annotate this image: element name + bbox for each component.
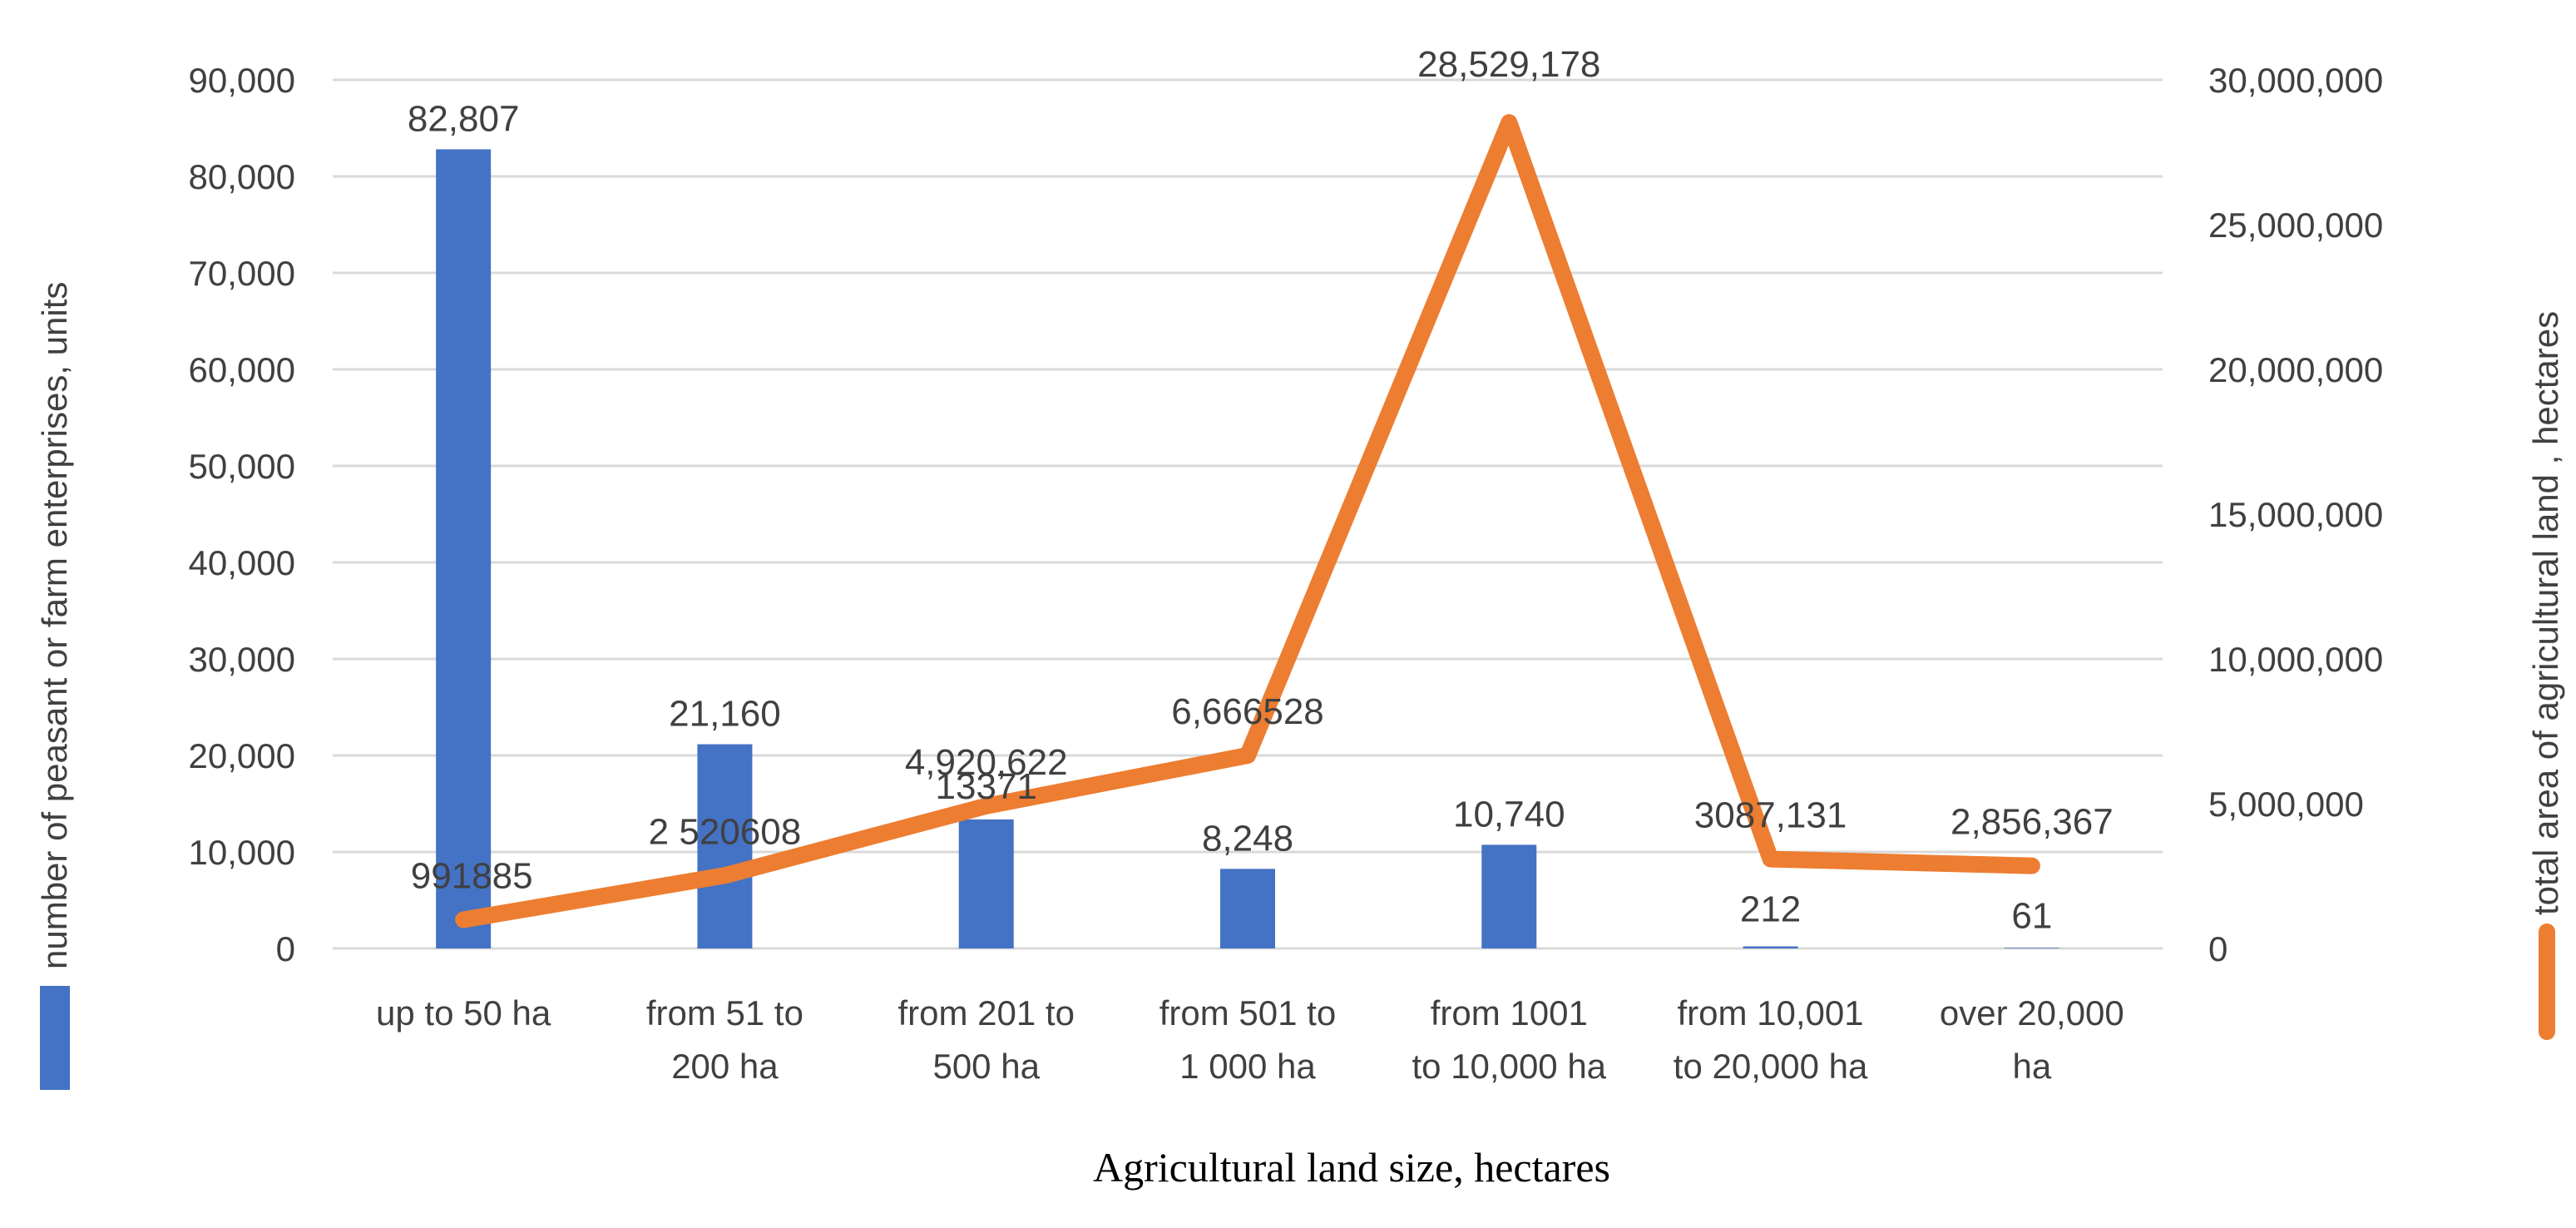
bar-data-label: 8,248 <box>1202 818 1293 859</box>
line-data-label: 3087,131 <box>1694 795 1847 836</box>
category-label: from 201 to 500 ha <box>897 993 1074 1086</box>
left-tick-label: 50,000 <box>189 447 295 486</box>
right-tick-label: 10,000,000 <box>2208 640 2383 679</box>
left-tick-label: 60,000 <box>189 350 295 389</box>
bar <box>436 149 492 949</box>
left-tick-label: 10,000 <box>189 833 295 872</box>
bar-data-label: 10,740 <box>1453 794 1565 834</box>
left-axis-ticks: 0 10,000 20,000 30,000 40,000 50,000 60,000 70,… <box>189 61 295 968</box>
line-data-label: 2 520608 <box>649 811 802 852</box>
bar-data-label: 82,807 <box>408 98 520 139</box>
bar <box>958 819 1014 948</box>
left-axis-title: number of peasant or farm enterprises, u… <box>35 282 74 969</box>
bar-data-label: 13371 <box>936 766 1037 807</box>
gridlines <box>333 78 2163 950</box>
legend-key-bars <box>40 986 70 1090</box>
category-label: over 20,000 ha <box>1940 993 2124 1086</box>
area-line <box>455 114 2040 928</box>
bar <box>697 744 753 948</box>
line-data-label: 4,920,622 <box>905 742 1068 783</box>
right-tick-label: 30,000,000 <box>2208 61 2383 100</box>
left-tick-label: 70,000 <box>189 254 295 293</box>
line-data-label: 28,529,178 <box>1417 44 1600 85</box>
x-axis-title: Agricultural land size, hectares <box>1093 1144 1610 1191</box>
bar-data-label: 61 <box>2011 896 2052 937</box>
bar-series <box>436 149 2059 949</box>
category-label: from 501 to 1 000 ha <box>1159 993 1336 1086</box>
bar <box>1220 869 1275 948</box>
data-labels: 82,807 21,160 13371 8,248 10,740 212 61 991885 2… <box>408 44 2114 936</box>
bar-data-label: 21,160 <box>669 694 781 735</box>
right-tick-label: 25,000,000 <box>2208 205 2383 245</box>
category-label: from 51 to 200 ha <box>646 993 803 1086</box>
left-tick-label: 30,000 <box>189 640 295 679</box>
left-tick-label: 0 <box>276 929 295 968</box>
bar <box>1481 844 1537 948</box>
line-data-label: 991885 <box>411 855 533 896</box>
right-axis-title: total area of agricultural land , hectar… <box>2526 311 2565 915</box>
right-tick-label: 20,000,000 <box>2208 350 2383 389</box>
bar <box>1743 946 1798 948</box>
category-labels: up to 50 ha from 51 to 200 ha from 201 to 50… <box>376 993 2124 1086</box>
left-tick-label: 80,000 <box>189 157 295 196</box>
right-tick-label: 0 <box>2208 929 2227 968</box>
left-tick-label: 40,000 <box>189 543 295 582</box>
right-axis-ticks: 0 5,000,000 10,000,000 15,000,000 20,000,000… <box>2208 61 2383 968</box>
left-tick-label: 20,000 <box>189 736 295 775</box>
bar-data-label: 212 <box>1740 889 1801 930</box>
left-tick-label: 90,000 <box>189 61 295 100</box>
right-tick-label: 5,000,000 <box>2208 785 2364 824</box>
category-label: from 1001 to 10,000 ha <box>1412 993 1607 1086</box>
line-series <box>455 114 2040 928</box>
right-tick-label: 15,000,000 <box>2208 495 2383 534</box>
line-data-label: 2,856,367 <box>1951 802 2114 843</box>
line-data-label: 6,666528 <box>1171 691 1324 732</box>
category-label: up to 50 ha <box>376 993 551 1032</box>
category-label: from 10,001 to 20,000 ha <box>1674 993 1868 1086</box>
